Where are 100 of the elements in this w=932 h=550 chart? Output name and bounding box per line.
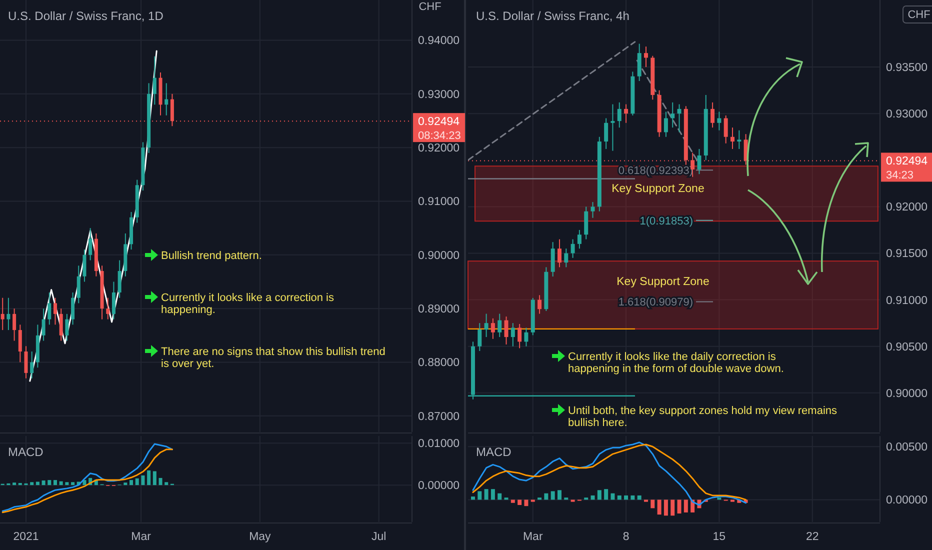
candlestick (504, 316, 508, 345)
bar (624, 495, 628, 500)
bar (141, 475, 145, 486)
bar (42, 480, 46, 486)
y-tick-label: 0.91000 (418, 196, 460, 208)
y-tick-label: 0.89000 (418, 304, 460, 316)
bar (664, 500, 668, 516)
candlestick (76, 265, 80, 304)
candlestick (18, 324, 22, 363)
candlestick (65, 313, 69, 342)
candlestick (644, 46, 648, 68)
bar (630, 495, 635, 500)
candlestick (30, 351, 34, 379)
bar (12, 482, 16, 486)
candlestick (617, 102, 622, 128)
bar (610, 493, 615, 500)
candlestick (518, 324, 522, 349)
bar (558, 490, 562, 500)
text: 34:23 (886, 170, 914, 182)
candlestick (42, 308, 46, 342)
bar (478, 491, 482, 500)
bar (490, 489, 495, 500)
bar (48, 480, 52, 486)
bar (59, 481, 63, 486)
candlestick (538, 294, 542, 314)
candlestick (0, 297, 4, 331)
x-tick-label: 2021 (13, 531, 39, 543)
bar (550, 491, 555, 500)
candlestick (484, 313, 488, 338)
candlestick (71, 292, 75, 326)
candlestick (164, 82, 168, 116)
y-tick-label: 0.93500 (886, 62, 928, 74)
candlestick (604, 118, 608, 150)
bar (604, 489, 608, 500)
candlestick (558, 238, 562, 268)
y-tick-label: 0.00000 (418, 480, 460, 492)
bar (65, 482, 69, 486)
candlestick (524, 327, 528, 347)
bar (544, 493, 548, 500)
bar (677, 500, 682, 514)
text: U.S. Dollar / Swiss Franc, 1D (8, 9, 164, 23)
candlestick (710, 102, 715, 128)
bar (147, 470, 151, 486)
y-tick-label: 0.92000 (886, 202, 928, 214)
x-tick-label: Mar (522, 531, 543, 543)
x-tick-label: 15 (712, 531, 726, 543)
candlestick (152, 56, 156, 106)
candlestick (550, 242, 555, 278)
y-tick-label: 0.00000 (886, 494, 928, 507)
x-tick-label: 8 (622, 531, 630, 543)
candlestick (498, 313, 502, 338)
candlestick (24, 346, 28, 379)
bar (590, 495, 595, 500)
y-tick-label: 0.87000 (418, 410, 460, 423)
candlestick (670, 102, 675, 128)
annotation: Bullish trend pattern. (161, 250, 262, 262)
text: 08:34:23 (418, 130, 461, 142)
bar (135, 478, 139, 486)
bar (524, 500, 528, 506)
annotation: Currently it looks like the daily correction is happening in the form of double wave down. (568, 351, 784, 375)
y-tick-label: 0.91500 (886, 248, 928, 260)
candlestick (510, 322, 515, 347)
candlestick (577, 229, 582, 250)
bar (670, 500, 675, 516)
candlestick (677, 104, 682, 133)
candlestick (697, 148, 702, 175)
y-axis-title: CHF (418, 1, 442, 13)
bar (510, 500, 515, 503)
candlestick (106, 297, 110, 320)
text: MACD (476, 445, 512, 459)
candlestick (53, 297, 57, 326)
y-tick-label: 0.90000 (418, 250, 460, 262)
y-tick-label: 0.90500 (886, 341, 928, 354)
bar (498, 493, 502, 500)
candlestick (112, 281, 116, 320)
bar (650, 500, 655, 508)
x-tick-label: 22 (806, 531, 819, 543)
candlestick (664, 111, 668, 138)
bar (164, 482, 168, 486)
band-label: Key Support Zone (612, 183, 704, 196)
bar (158, 478, 162, 486)
candlestick (118, 260, 122, 298)
y-tick-label: 0.92000 (418, 142, 460, 155)
candlestick (564, 248, 568, 268)
bar (684, 500, 688, 512)
bar (657, 500, 662, 515)
candlestick (737, 130, 742, 150)
bar (130, 480, 134, 486)
x-tick-label: Mar (131, 531, 152, 543)
candlestick (490, 318, 495, 340)
y-tick-label: 0.91000 (886, 294, 928, 307)
candlestick (48, 292, 52, 326)
bar (152, 471, 156, 486)
candlestick (570, 238, 575, 258)
candlestick (478, 322, 482, 352)
candlestick (82, 249, 86, 282)
bar (53, 480, 57, 486)
candlestick (637, 43, 642, 82)
ref-line-label: 0.92494 (418, 116, 460, 128)
y-tick-label: 0.94000 (418, 35, 460, 48)
